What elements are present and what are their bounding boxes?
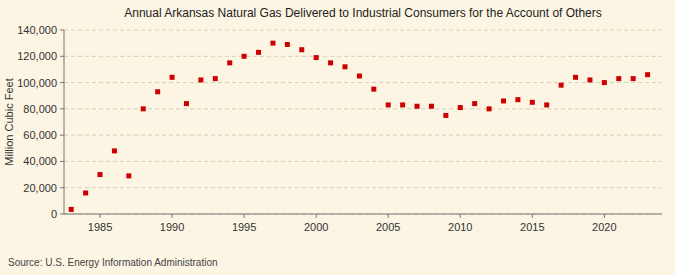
point xyxy=(213,76,218,81)
tick-label: 2015 xyxy=(520,221,544,233)
point xyxy=(242,54,247,59)
point xyxy=(98,172,103,177)
tick-label: 140,000 xyxy=(17,24,57,36)
point xyxy=(429,104,434,109)
background xyxy=(0,0,675,275)
y-axis: 0 20,000 40,000 60,000 80,000 100,000 120,000 1… xyxy=(17,24,64,220)
point xyxy=(616,76,621,81)
tick xyxy=(172,214,173,218)
point xyxy=(487,106,492,111)
point xyxy=(328,60,333,65)
chart: Annual Arkansas Natural Gas Delivered to… xyxy=(0,0,675,275)
point xyxy=(112,148,117,153)
tick xyxy=(100,214,101,218)
point xyxy=(559,83,564,88)
tick xyxy=(316,214,317,218)
x-axis: 1985 1990 1995 2000 2005 2010 2015 2020 xyxy=(64,214,662,233)
point xyxy=(342,64,347,69)
point xyxy=(83,190,88,195)
tick xyxy=(60,161,64,162)
tick-label: 1985 xyxy=(88,221,112,233)
point xyxy=(126,173,131,178)
axis-line xyxy=(64,214,662,215)
tick xyxy=(60,187,64,188)
grid-line xyxy=(64,30,662,31)
point xyxy=(645,72,650,77)
tick-label: 0 xyxy=(51,208,57,220)
point xyxy=(285,42,290,47)
point xyxy=(631,76,636,81)
y-grid xyxy=(64,30,662,214)
tick-label: 80,000 xyxy=(23,103,57,115)
tick xyxy=(388,214,389,218)
point xyxy=(472,101,477,106)
point xyxy=(587,77,592,82)
point xyxy=(184,101,189,106)
tick-label: 120,000 xyxy=(17,50,57,62)
tick xyxy=(532,214,533,218)
point xyxy=(371,87,376,92)
tick xyxy=(60,82,64,83)
point xyxy=(400,102,405,107)
point xyxy=(515,97,520,102)
tick-label: 20,000 xyxy=(23,182,57,194)
grid-line xyxy=(64,135,662,136)
tick-label: 1995 xyxy=(232,221,256,233)
tick-label: 2020 xyxy=(592,221,616,233)
grid-line xyxy=(64,56,662,57)
point xyxy=(386,102,391,107)
point xyxy=(69,207,74,212)
tick-label: 2000 xyxy=(304,221,328,233)
points xyxy=(69,41,650,212)
tick xyxy=(60,30,64,31)
tick xyxy=(60,135,64,136)
point xyxy=(170,75,175,80)
tick xyxy=(60,56,64,57)
tick xyxy=(460,214,461,218)
tick xyxy=(604,214,605,218)
point xyxy=(270,41,275,46)
axis-line xyxy=(64,30,65,214)
grid-line xyxy=(64,161,662,162)
source: Source: U.S. Energy Information Administ… xyxy=(8,257,218,268)
axis-label: Million Cubic Feet xyxy=(3,78,15,165)
point xyxy=(314,55,319,60)
grid-line xyxy=(64,108,662,109)
point xyxy=(573,75,578,80)
point xyxy=(415,104,420,109)
point xyxy=(299,47,304,52)
tick-label: 2005 xyxy=(376,221,400,233)
tick-label: 40,000 xyxy=(23,155,57,167)
title: Annual Arkansas Natural Gas Delivered to… xyxy=(124,6,602,20)
point xyxy=(530,100,535,105)
grid-line xyxy=(64,187,662,188)
tick xyxy=(60,214,64,215)
point xyxy=(198,77,203,82)
point xyxy=(256,50,261,55)
point xyxy=(141,106,146,111)
tick-label: 60,000 xyxy=(23,129,57,141)
tick-label: 1990 xyxy=(160,221,184,233)
grid-line xyxy=(64,82,662,83)
tick xyxy=(244,214,245,218)
tick-label: 2010 xyxy=(448,221,472,233)
point xyxy=(357,74,362,79)
point xyxy=(501,98,506,103)
point xyxy=(227,60,232,65)
tick xyxy=(60,108,64,109)
tick-label: 100,000 xyxy=(17,77,57,89)
point xyxy=(458,105,463,110)
point xyxy=(443,113,448,118)
point xyxy=(544,102,549,107)
grid-line xyxy=(64,214,662,215)
point xyxy=(155,89,160,94)
point xyxy=(602,80,607,85)
